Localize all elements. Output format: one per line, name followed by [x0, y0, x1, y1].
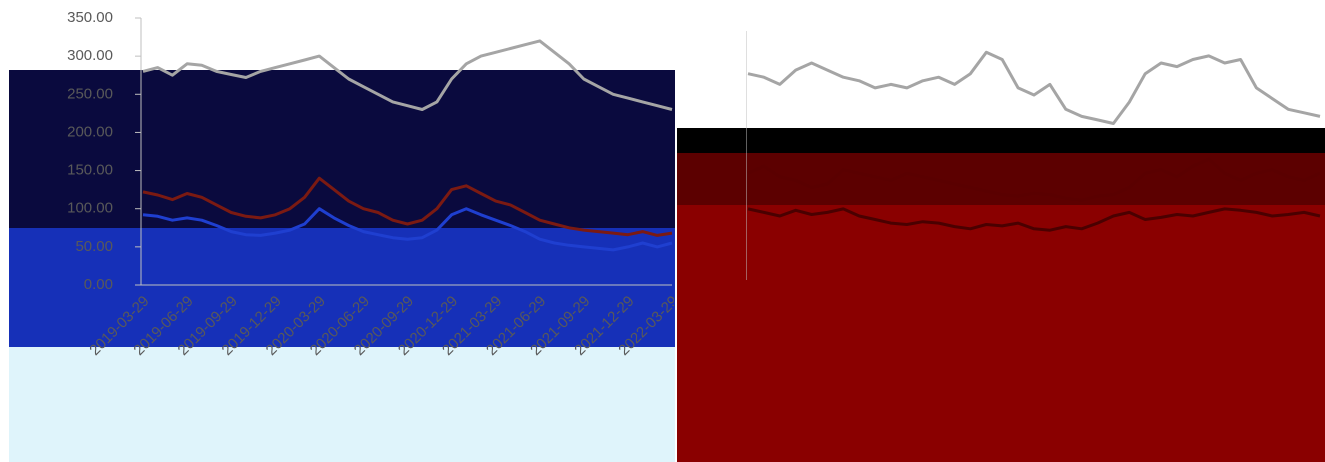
series-line — [747, 207, 1321, 232]
glitch-block — [677, 205, 1325, 462]
glitch-block — [677, 153, 1325, 205]
y-tick-label: 100.00 — [67, 200, 113, 217]
y-tick-label: 0.00 — [84, 276, 113, 293]
series-line — [142, 207, 673, 252]
series-line — [747, 157, 1321, 202]
series-line — [142, 39, 673, 111]
glitch-block — [9, 228, 675, 347]
y-tick-label: 350.00 — [672, 22, 718, 39]
y-tick-label: 50.00 — [75, 238, 113, 255]
y-tick-label: 350.00 — [67, 9, 113, 26]
y-tick-label: 150.00 — [67, 162, 113, 179]
y-tick-label: 300.00 — [672, 58, 718, 75]
glitch-block — [677, 128, 1325, 153]
y-tick-label: 200.00 — [67, 123, 113, 140]
glitch-block — [9, 347, 675, 462]
y-tick-label: 250.00 — [67, 85, 113, 102]
glitch-block — [9, 70, 675, 228]
series-line — [142, 176, 673, 237]
series-line — [747, 50, 1321, 125]
y-tick-label: 250.00 — [672, 93, 718, 110]
y-tick-label: 300.00 — [67, 47, 113, 64]
